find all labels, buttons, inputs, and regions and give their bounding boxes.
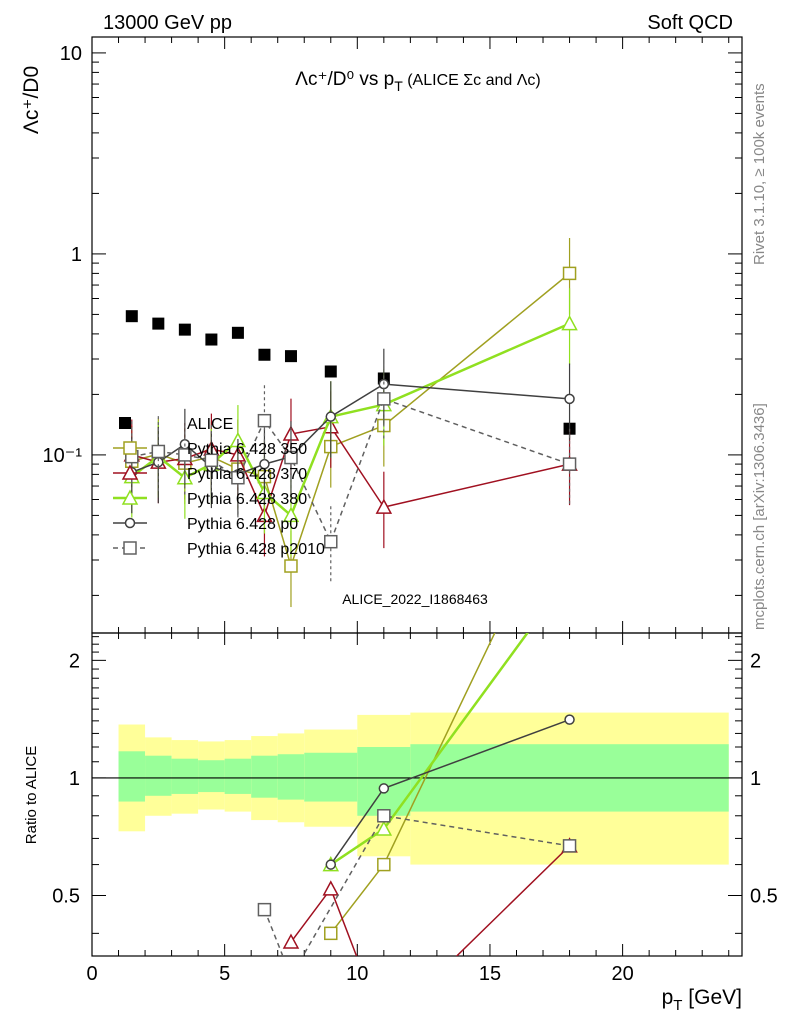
- series-alice-point: [125, 310, 138, 323]
- series-pythia-6-428-p2010-point: [284, 450, 298, 465]
- ratio-y-tick-label: 2: [69, 650, 80, 672]
- ratio-pythia-6-428-p2010-line: [263, 814, 570, 956]
- y-axis-label: Λc⁺/D0: [20, 66, 43, 134]
- legend-label: Pythia 6.428 p2010: [187, 541, 325, 558]
- header-right: Soft QCD: [647, 12, 733, 34]
- series-pythia-6-428-p2010-point: [562, 457, 577, 471]
- series-pythia-6-428-p2010-point: [151, 444, 166, 459]
- x-tick-label: 10: [346, 963, 368, 985]
- x-tick-label: 5: [219, 963, 230, 985]
- ratio-pythia-6-428-380-point: [375, 820, 393, 836]
- legend-marker: [121, 489, 139, 505]
- series-pythia-6-428-370-point: [375, 498, 393, 514]
- series-alice-point: [284, 350, 297, 363]
- ratio-pythia-6-428-350-point: [324, 926, 338, 941]
- legend-marker: [119, 417, 131, 429]
- rivet-label: Rivet 3.1.10, ≥ 100k events: [751, 83, 768, 265]
- ratio-pythia-6-428-370-line: [290, 845, 571, 956]
- series-pythia-6-428-p2010-point: [324, 534, 338, 549]
- series-pythia-6-428-p2010-point: [257, 413, 272, 428]
- main-panel: 10⁻¹ 1 10 Λc⁺/D0 Λc⁺/D⁰ vs pT (ALICE Σc and …: [20, 36, 743, 634]
- legend-marker: [123, 441, 137, 455]
- series-alice-point: [205, 333, 218, 346]
- ratio-pythia-6-428-p0-point: [378, 783, 390, 794]
- ratio-inner-band: [171, 758, 199, 794]
- ratio-pythia-6-428-350-line: [330, 633, 496, 934]
- x-tick-label: 20: [611, 963, 633, 985]
- series-pythia-6-428-380-point: [282, 506, 300, 523]
- legend-label: Pythia 6.428 p0: [187, 516, 298, 533]
- x-tick-label: 15: [479, 963, 501, 985]
- ratio-y-tick-label-right: 1: [750, 768, 761, 790]
- y-tick-label: 10: [60, 43, 82, 65]
- series-alice-point: [258, 348, 271, 361]
- legend-label: Pythia 6.428 380: [187, 491, 307, 508]
- y-tick-label: 1: [71, 244, 82, 266]
- ratio-inner-band: [145, 755, 172, 796]
- header-left: 13000 GeV pp: [103, 12, 232, 34]
- ratio-inner-band: [277, 754, 305, 800]
- ratio-inner-band: [304, 752, 358, 802]
- chart-title: Λc⁺/D⁰ vs pT (ALICE Σc and Λc): [295, 69, 540, 94]
- series-pythia-6-428-p2010-point: [178, 448, 192, 462]
- mcplots-label: mcplots.cern.ch [arXiv:1306.3436]: [751, 403, 768, 630]
- series-pythia-6-428-p0-point: [564, 393, 575, 405]
- y-tick-label: 10⁻¹: [43, 445, 83, 467]
- ratio-frame: [91, 632, 743, 957]
- ratio-inner-band: [251, 755, 278, 798]
- ratio-series-group: [257, 633, 578, 956]
- ratio-y-axis-label: Ratio to ALICE: [23, 746, 40, 844]
- ratio-inner-band: [198, 760, 225, 793]
- ratio-y-tick-label-right: 0.5: [750, 886, 778, 908]
- ratio-pythia-6-428-p2010-point: [562, 839, 577, 853]
- series-pythia-6-428-p2010-point: [377, 392, 391, 406]
- series-alice-point: [178, 323, 191, 336]
- legend-marker: [123, 541, 137, 555]
- series-alice-point: [152, 317, 165, 330]
- series-pythia-6-428-370-line: [131, 425, 570, 518]
- ratio-pythia-6-428-p0-point: [325, 859, 337, 870]
- legend-label: Pythia 6.428 370: [187, 466, 307, 483]
- ratio-pythia-6-428-p2010-point: [377, 809, 391, 823]
- series-pythia-6-428-p0-point: [325, 411, 337, 422]
- series-pythia-6-428-380-point: [561, 315, 578, 331]
- main-series-group: [123, 237, 578, 608]
- legend-marker: [121, 464, 139, 480]
- series-pythia-6-428-p2010-point: [231, 470, 245, 485]
- ratio-pythia-6-428-p0-point: [564, 714, 575, 725]
- series-pythia-6-428-350-line: [131, 272, 571, 569]
- ratio-inner-band: [118, 751, 146, 802]
- ratio-pythia-6-428-p2010-point: [257, 902, 272, 917]
- series-pythia-6-428-350-point: [284, 559, 298, 573]
- x-axis-label: pT [GeV]: [662, 986, 742, 1014]
- series-alice-point: [324, 365, 337, 378]
- ratio-pythia-6-428-370-point: [322, 880, 340, 896]
- ratio-pythia-6-428-350-point: [377, 857, 391, 872]
- series-pythia-6-428-p2010-line: [131, 397, 570, 544]
- legend-marker: [124, 517, 136, 529]
- series-pythia-6-428-380-line: [131, 322, 571, 518]
- legend-label: ALICE: [187, 416, 233, 433]
- ratio-y-tick-label: 1: [69, 768, 80, 790]
- watermark: ALICE_2022_I1868463: [342, 591, 488, 607]
- ratio-y-tick-label: 0.5: [52, 886, 80, 908]
- ratio-y-tick-label-right: 2: [750, 650, 761, 672]
- ratio-inner-band: [224, 758, 252, 794]
- series-pythia-6-428-350-point: [562, 266, 577, 281]
- series-pythia-6-428-p2010-point: [204, 453, 219, 468]
- legend: ALICE Pythia 6.428 350 Pythia 6.428 370 Pyt…: [113, 416, 325, 558]
- legend-label: Pythia 6.428 350: [187, 441, 307, 458]
- x-tick-label: 0: [86, 963, 97, 985]
- series-alice-point: [231, 326, 244, 339]
- ratio-panel: 0 5 10 15 20 pT [GeV] 0.5 0.5 1 1 2 2 Ratio to ALICE: [23, 632, 778, 1014]
- ratio-pythia-6-428-370-point: [282, 933, 300, 949]
